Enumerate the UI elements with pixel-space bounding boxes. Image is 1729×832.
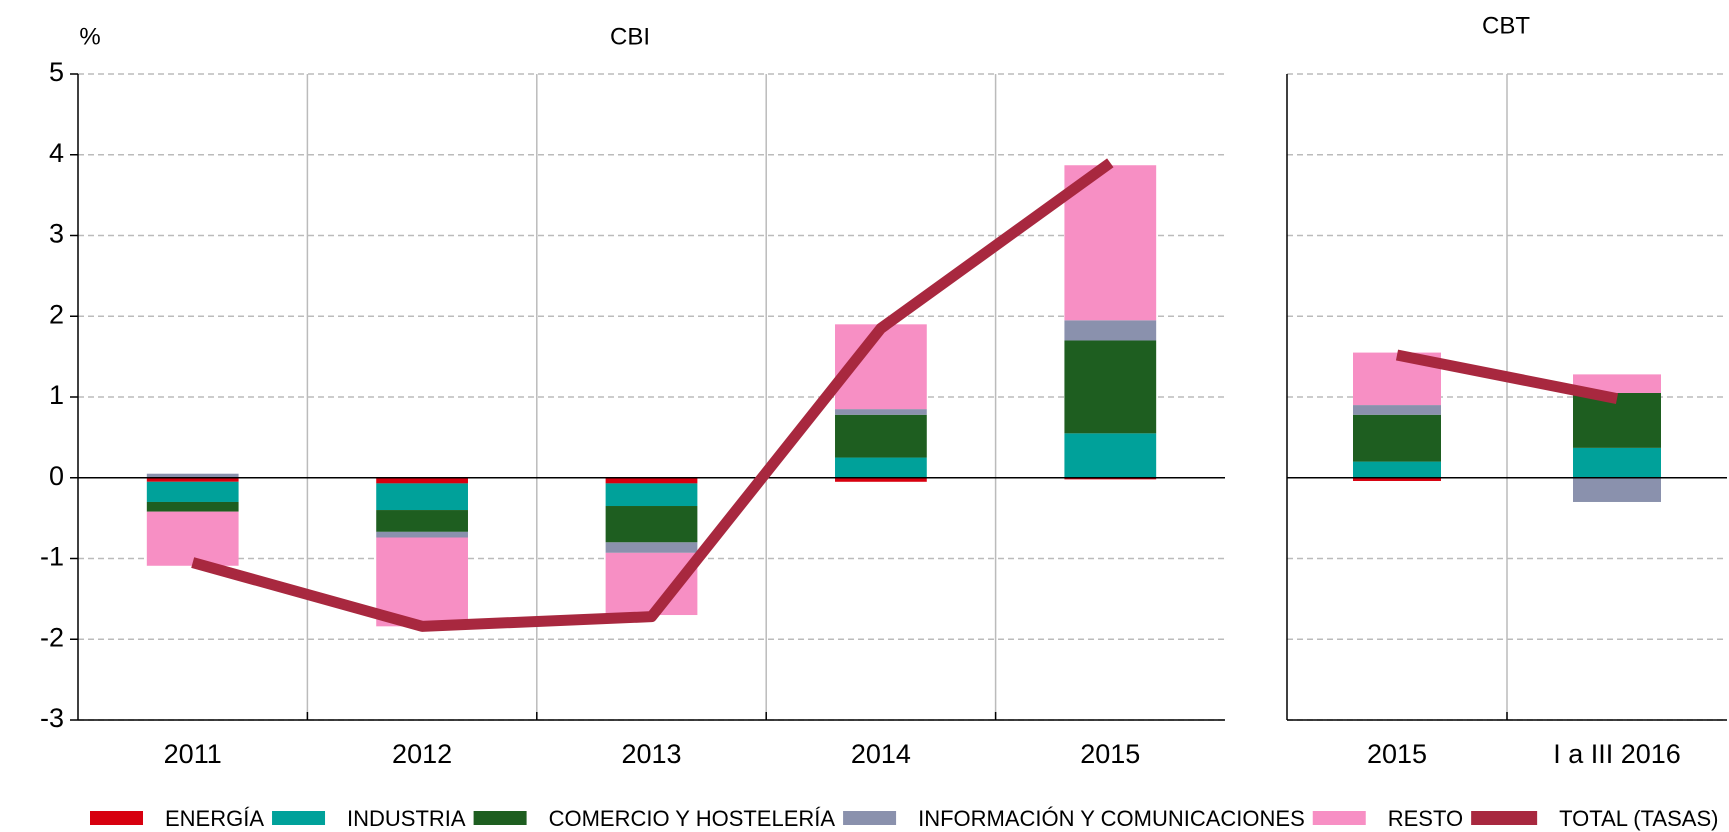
bar-segment xyxy=(376,477,468,484)
x-tick-label: 2014 xyxy=(851,739,911,769)
bar-segment xyxy=(1064,320,1157,341)
y-tick-label: 4 xyxy=(49,138,64,168)
bar-segment xyxy=(835,409,927,415)
legend-label: INDUSTRIA xyxy=(347,806,466,831)
y-tick-label: -1 xyxy=(40,542,64,572)
x-tick-label: 2015 xyxy=(1367,739,1427,769)
bar-segment xyxy=(605,542,698,553)
legend-label: TOTAL (TASAS) xyxy=(1559,806,1718,831)
y-tick-label: 3 xyxy=(49,219,64,249)
legend-label: RESTO xyxy=(1388,806,1463,831)
bar-segment xyxy=(376,531,468,538)
bar-segment xyxy=(1064,433,1157,478)
bar-segment xyxy=(1573,392,1661,448)
legend-label: INFORMACIÓN Y COMUNICACIONES xyxy=(918,806,1305,831)
total-line xyxy=(1395,349,1619,405)
bar-segment xyxy=(1573,477,1661,502)
panel-title: CBI xyxy=(610,23,650,50)
bar-segment xyxy=(835,477,927,482)
bar-segment xyxy=(1353,405,1441,415)
panel-title: CBT xyxy=(1482,12,1530,39)
x-tick-label: 2015 xyxy=(1080,739,1140,769)
y-tick-label: 2 xyxy=(49,299,64,329)
bar-segment xyxy=(1573,447,1661,478)
x-tick-label: 2011 xyxy=(164,739,222,769)
bar-segment xyxy=(835,457,927,478)
bar-segment xyxy=(1353,461,1441,478)
legend-swatch xyxy=(1312,811,1366,825)
legend-swatch xyxy=(1471,811,1538,825)
bar-segment xyxy=(376,510,468,532)
bar-segment xyxy=(605,483,698,507)
y-tick-label: -2 xyxy=(40,622,64,652)
bar-segment xyxy=(1064,340,1157,434)
bar-segment xyxy=(146,481,239,502)
bar-segment xyxy=(146,511,239,566)
bar-segment xyxy=(376,483,468,511)
y-tick-label: 0 xyxy=(49,461,64,491)
x-tick-label: I a III 2016 xyxy=(1553,739,1681,769)
bar-segment xyxy=(1353,477,1441,481)
bar-segment xyxy=(1573,374,1661,393)
legend-swatch xyxy=(473,811,527,825)
legend-swatch xyxy=(843,811,897,825)
bar-segment xyxy=(146,473,239,478)
x-tick-label: 2012 xyxy=(392,739,452,769)
bar-segment xyxy=(835,414,927,458)
legend-label: COMERCIO Y HOSTELERÍA xyxy=(549,806,836,831)
bar-segment xyxy=(146,501,239,512)
bar-segment xyxy=(1353,414,1441,462)
legend-swatch xyxy=(272,811,326,825)
bar-segment xyxy=(146,477,239,482)
bar-segment xyxy=(605,506,698,543)
y-tick-label: -3 xyxy=(40,703,64,733)
y-tick-label: 5 xyxy=(49,57,64,87)
bar-segment xyxy=(605,477,698,484)
total-line xyxy=(191,158,1114,632)
legend-label: ENERGÍA xyxy=(165,806,264,831)
y-axis-label: % xyxy=(79,23,100,50)
bar-segment xyxy=(1064,477,1157,480)
y-tick-label: 1 xyxy=(49,380,64,410)
x-tick-label: 2013 xyxy=(621,739,681,769)
legend-swatch xyxy=(90,811,143,825)
bar-segment xyxy=(376,537,468,627)
